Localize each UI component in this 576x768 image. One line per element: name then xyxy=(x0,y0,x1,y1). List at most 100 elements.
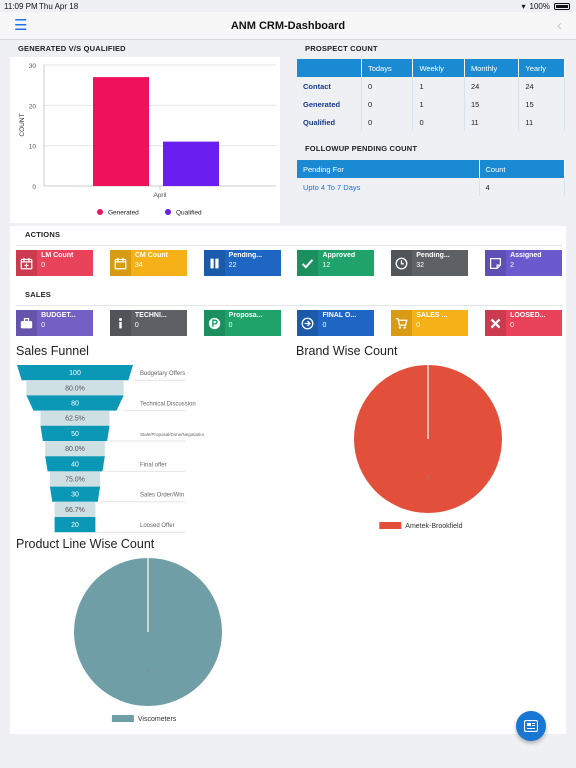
actions-heading: ACTIONS xyxy=(25,230,61,239)
calendar-plus-icon xyxy=(20,257,33,269)
generated-vs-qualified-chart: 0 10 20 30 COUNT April Generated Qualified xyxy=(19,63,276,217)
tile-label: SALES ... xyxy=(416,312,448,319)
product-title: Product Line Wise Count xyxy=(16,537,155,551)
table-row: Generated 0 1 15 15 xyxy=(297,95,565,113)
generated-chart-card: 0 10 20 30 COUNT April Generated Qualified xyxy=(10,57,280,223)
x-tick-label: April xyxy=(153,192,167,199)
legend-swatch xyxy=(379,522,402,529)
table-row: Qualified 0 0 11 11 xyxy=(297,113,565,131)
legend-dot xyxy=(97,209,103,215)
funnel-conversion-label: 80.0% xyxy=(65,446,85,453)
tile-value: 0 xyxy=(228,322,233,329)
tile-text: Proposa... 0 xyxy=(225,310,281,336)
sales-divider xyxy=(16,305,562,306)
tile-value: 32 xyxy=(416,262,425,269)
actions-tile[interactable]: CM Count 34 xyxy=(109,250,187,276)
sales-tile[interactable]: BUDGET... 0 xyxy=(16,310,93,336)
table-row[interactable]: Upto 4 To 7 Days 4 xyxy=(297,178,565,196)
sales-funnel-chart: 100 Budgetary Offers 80.0% 80 Technical Disc… xyxy=(17,365,204,533)
tile-text: LM Count 0 xyxy=(37,250,93,276)
row-label: Generated xyxy=(297,95,362,113)
actions-tile[interactable]: Pending... 22 xyxy=(203,250,281,276)
tile-label: Proposa... xyxy=(228,312,263,319)
tile-text: LOOSED... 0 xyxy=(506,310,562,336)
cell-weekly: 1 xyxy=(412,95,465,113)
cell-todays: 0 xyxy=(361,95,414,113)
tile-icon-wrap xyxy=(109,250,131,276)
tile-text: BUDGET... 0 xyxy=(37,310,93,336)
sales-tile[interactable]: SALES ... 0 xyxy=(391,310,469,336)
briefcase-icon xyxy=(20,317,33,328)
contact-card-icon xyxy=(524,720,538,732)
table-header-row: Pending For Count xyxy=(297,160,565,178)
actions-tile[interactable]: LM Count 0 xyxy=(16,250,93,276)
column-header: Todays xyxy=(361,59,414,77)
column-header: Pending For xyxy=(297,160,480,178)
close-icon xyxy=(490,318,501,328)
status-bar: 11:09 PM Thu Apr 18 ▾ 100% xyxy=(0,0,576,12)
tile-value: 34 xyxy=(134,262,143,269)
actions-tile[interactable]: Pending... 32 xyxy=(391,250,469,276)
brand-pie-chart: 1 Ametek-Brookfield xyxy=(354,365,502,530)
tile-text: Pending... 22 xyxy=(225,250,281,276)
sales-tile[interactable]: Proposa... 0 xyxy=(203,310,281,336)
column-header: Count xyxy=(479,160,565,178)
tile-value: 0 xyxy=(510,322,514,329)
tile-text: SALES ... 0 xyxy=(412,310,468,336)
tile-text: Assigned 2 xyxy=(506,250,562,276)
bar-qualified xyxy=(163,141,219,186)
funnel-conversion-label: 62.5% xyxy=(65,416,85,423)
row-label: Contact xyxy=(297,77,362,95)
funnel-stage-value: 80 xyxy=(71,401,79,408)
funnel-conversion-label: 80.0% xyxy=(65,385,85,392)
tile-value: 0 xyxy=(41,322,45,329)
tile-label: CM Count xyxy=(134,252,168,259)
cell-todays: 0 xyxy=(361,77,414,95)
pending-for-link[interactable]: Upto 4 To 7 Days xyxy=(297,178,480,196)
contact-card-button[interactable] xyxy=(516,711,546,741)
status-right: ▾ 100% xyxy=(522,2,570,11)
tile-icon-wrap xyxy=(484,310,507,336)
sales-tile[interactable]: FINAL O... 0 xyxy=(297,310,375,336)
pie-slice-label: 1 xyxy=(147,668,150,674)
row-label: Qualified xyxy=(297,113,362,131)
table-row: Contact 0 1 24 24 xyxy=(297,77,565,95)
cell-monthly: 11 xyxy=(464,113,520,131)
tile-text: TECHNI... 0 xyxy=(131,310,187,336)
funnel-stage xyxy=(40,425,110,441)
tile-icon-wrap xyxy=(203,250,225,276)
page-title: ANM CRM-Dashboard xyxy=(230,20,346,32)
y-axis-label: COUNT xyxy=(19,113,26,136)
funnel-stage xyxy=(54,517,96,533)
pause-icon xyxy=(210,258,219,268)
arrow-circle-icon xyxy=(301,317,314,329)
status-time: 11:09 PM xyxy=(4,2,38,11)
funnel-conversion-label: 66.7% xyxy=(65,507,85,514)
tile-icon-wrap xyxy=(16,250,38,276)
cell-yearly: 15 xyxy=(518,95,565,113)
sales-tile[interactable]: LOOSED... 0 xyxy=(484,310,562,336)
hamburger-menu-icon[interactable]: ☰ xyxy=(14,17,28,34)
cell-yearly: 11 xyxy=(518,113,565,131)
actions-tile[interactable]: Assigned 2 xyxy=(484,250,562,276)
column-header: Monthly xyxy=(464,59,520,77)
funnel-conversion-label: 75.0% xyxy=(65,477,85,484)
tile-text: Approved 12 xyxy=(318,250,374,276)
tile-icon-wrap xyxy=(297,250,319,276)
cell-yearly: 24 xyxy=(518,77,565,95)
info-icon xyxy=(118,317,122,328)
pending-count: 4 xyxy=(479,178,565,196)
funnel-stage-value: 30 xyxy=(71,492,79,499)
sales-tile[interactable]: TECHNI... 0 xyxy=(109,310,187,336)
funnel-conversion-band xyxy=(49,471,101,487)
tile-icon-wrap xyxy=(16,310,38,336)
legend-label: Generated xyxy=(108,210,139,217)
funnel-conversion-band xyxy=(26,380,124,396)
funnel-stage-name: Stale/Proposal/Done/Negotiation xyxy=(140,432,204,437)
tile-value: 22 xyxy=(228,262,237,269)
funnel-stage-name: Technical Discussion xyxy=(140,402,196,408)
tile-label: LM Count xyxy=(41,252,74,259)
funnel-stage-name: Final offer xyxy=(140,462,167,468)
actions-tile[interactable]: Approved 12 xyxy=(297,250,375,276)
back-chevron-icon[interactable]: ‹ xyxy=(557,17,562,34)
